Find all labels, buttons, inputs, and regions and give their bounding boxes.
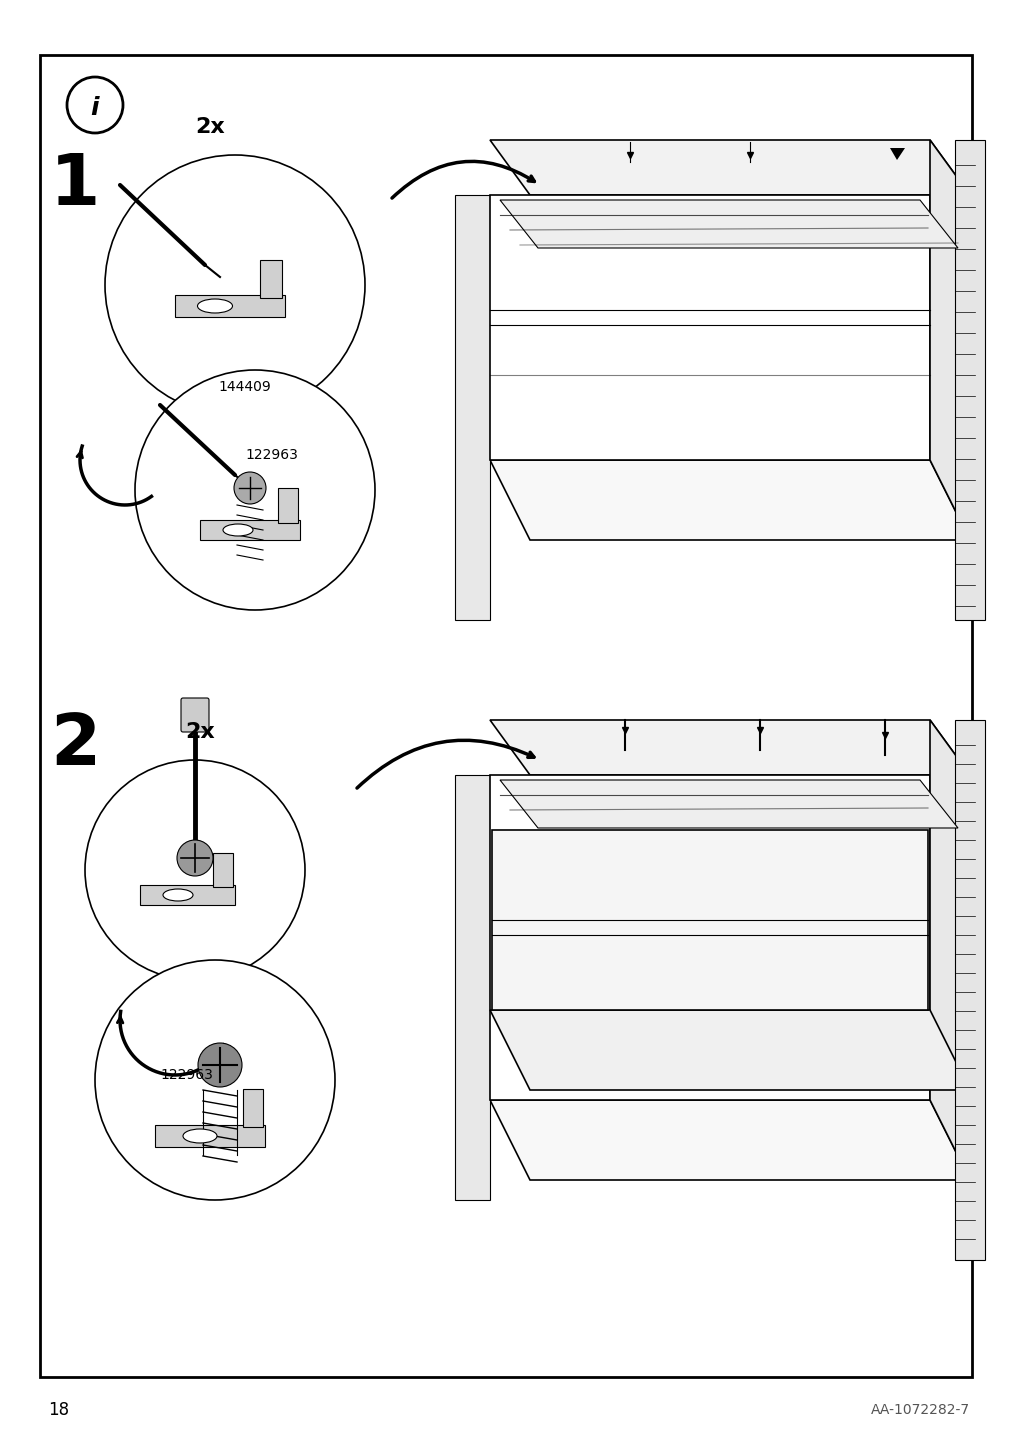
Circle shape — [67, 77, 123, 133]
Circle shape — [85, 760, 304, 979]
Polygon shape — [929, 720, 969, 1180]
Text: 2x: 2x — [195, 117, 224, 137]
Polygon shape — [489, 1010, 969, 1090]
Polygon shape — [499, 780, 957, 828]
Polygon shape — [499, 200, 957, 248]
Text: 122963: 122963 — [160, 1068, 212, 1083]
Polygon shape — [954, 720, 984, 1260]
Polygon shape — [954, 140, 984, 620]
Text: 122963: 122963 — [245, 448, 297, 463]
Polygon shape — [489, 775, 929, 1100]
Polygon shape — [929, 140, 969, 540]
Text: 2x: 2x — [185, 722, 214, 742]
FancyBboxPatch shape — [40, 54, 971, 1378]
Polygon shape — [489, 1100, 969, 1180]
FancyBboxPatch shape — [140, 885, 235, 905]
Text: 2: 2 — [50, 710, 100, 779]
Text: 144409: 144409 — [218, 379, 271, 394]
Ellipse shape — [163, 889, 193, 901]
Ellipse shape — [222, 524, 253, 536]
Polygon shape — [455, 195, 489, 620]
Circle shape — [95, 959, 335, 1200]
Circle shape — [198, 1042, 242, 1087]
Polygon shape — [489, 720, 969, 775]
Text: AA-1072282-7: AA-1072282-7 — [870, 1403, 969, 1418]
Circle shape — [177, 841, 212, 876]
Polygon shape — [489, 195, 929, 460]
Polygon shape — [889, 147, 904, 160]
Circle shape — [105, 155, 365, 415]
Text: i: i — [91, 96, 99, 120]
Ellipse shape — [197, 299, 233, 314]
FancyBboxPatch shape — [260, 261, 282, 298]
FancyBboxPatch shape — [243, 1088, 263, 1127]
Polygon shape — [489, 460, 969, 540]
Polygon shape — [455, 775, 489, 1200]
FancyBboxPatch shape — [175, 295, 285, 316]
FancyBboxPatch shape — [181, 697, 209, 732]
FancyBboxPatch shape — [200, 520, 299, 540]
Polygon shape — [489, 140, 969, 195]
FancyBboxPatch shape — [212, 853, 233, 886]
FancyBboxPatch shape — [155, 1126, 265, 1147]
Text: 1: 1 — [50, 150, 100, 219]
FancyBboxPatch shape — [278, 488, 297, 523]
Polygon shape — [491, 831, 927, 1010]
Circle shape — [134, 369, 375, 610]
Text: 18: 18 — [48, 1400, 69, 1419]
Circle shape — [234, 473, 266, 504]
Ellipse shape — [183, 1128, 216, 1143]
